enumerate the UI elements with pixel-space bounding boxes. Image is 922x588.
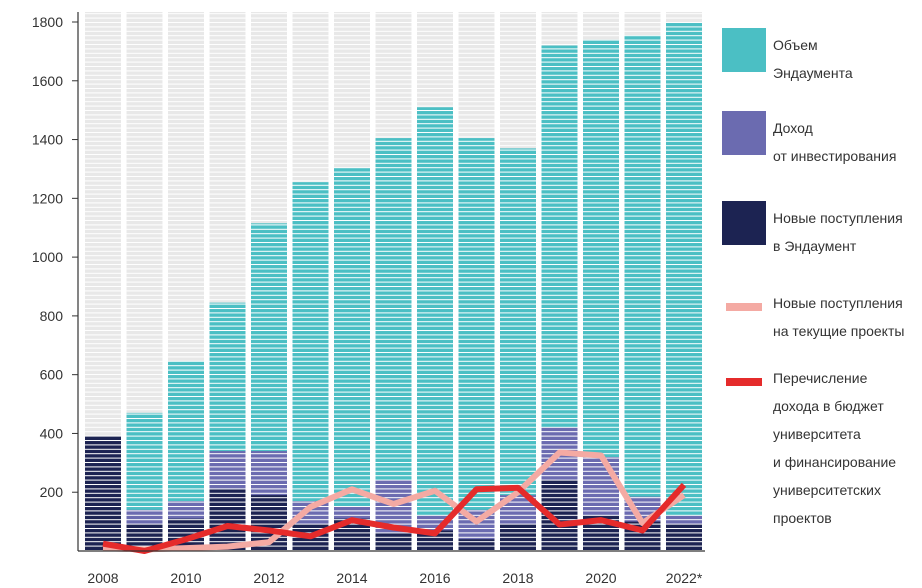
x-tick-label: 2022*: [666, 570, 703, 586]
y-tick-label: 1800: [32, 14, 63, 30]
y-tick-label: 1000: [32, 249, 63, 265]
line: [102, 449, 686, 553]
legend-label: Перечисление дохода в бюджет университет…: [773, 370, 897, 526]
y-tick-label: 1200: [32, 190, 63, 206]
lines: [102, 449, 687, 554]
x-tick-label: 2014: [336, 570, 367, 586]
x-tick-label: 2016: [419, 570, 450, 586]
x-tick-label: 2020: [585, 570, 616, 586]
y-tick-label: 1400: [32, 132, 63, 148]
legend-label: Новые поступления в Эндаумент: [773, 210, 903, 254]
axes: 200 400 600 800 1000 1200 1400 1600 1800 2008 2010…: [32, 12, 705, 586]
legend-swatch: [722, 28, 766, 72]
legend-swatch: [726, 303, 762, 311]
legend-swatch: [726, 378, 762, 386]
legend-label: Новые поступления на текущие проекты: [773, 295, 905, 339]
x-tick-label: 2018: [502, 570, 533, 586]
x-tick-label: 2010: [170, 570, 201, 586]
legend-swatch: [722, 201, 766, 245]
legend-label: Объем Эндаумента: [773, 37, 853, 81]
y-tick-label: 200: [40, 484, 64, 500]
stripe-overlay: [80, 12, 705, 551]
legend-swatch: [722, 111, 766, 155]
y-tick-label: 400: [40, 425, 64, 441]
y-tick-label: 1600: [32, 73, 63, 89]
x-tick-label: 2008: [87, 570, 118, 586]
y-tick-label: 800: [40, 308, 64, 324]
line: [102, 482, 687, 554]
legend-label: Доход от инвестирования: [773, 120, 897, 164]
y-tick-label: 600: [40, 367, 64, 383]
x-tick-label: 2012: [253, 570, 284, 586]
